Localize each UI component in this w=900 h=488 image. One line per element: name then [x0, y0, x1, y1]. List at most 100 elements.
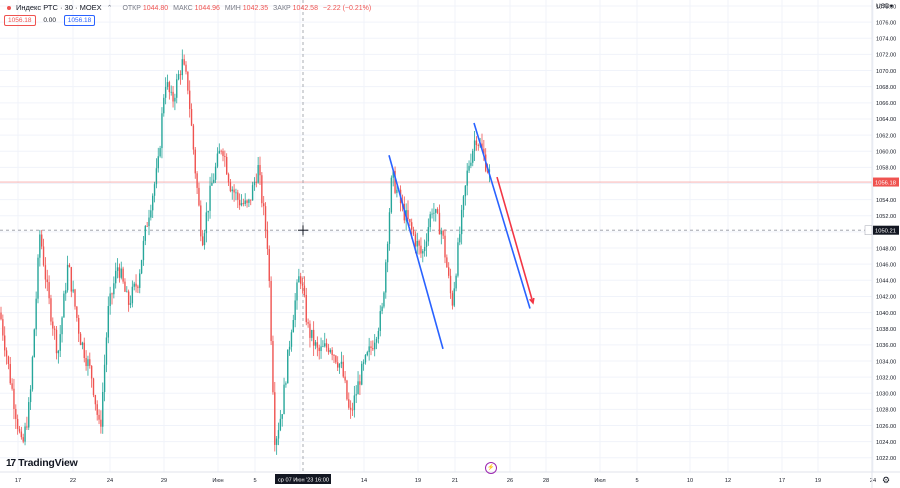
currency-selector[interactable]: USD▾: [876, 3, 893, 10]
high-label: МАКС: [173, 5, 193, 12]
candle-body: [183, 59, 185, 65]
event-marker-icon[interactable]: ⚡: [485, 462, 497, 474]
candle-body: [422, 251, 424, 254]
tradingview-mark-icon: 17: [6, 458, 16, 469]
x-tick-label: 26: [507, 478, 513, 484]
candle-body: [44, 265, 47, 280]
candle-body: [148, 217, 150, 227]
candle-body: [316, 342, 319, 348]
candle-body: [335, 355, 337, 363]
candle-body: [70, 267, 72, 292]
tradingview-logo[interactable]: 17 TradingView: [6, 457, 78, 469]
candle-body: [263, 203, 265, 207]
candle-body: [409, 219, 411, 223]
candle-body: [453, 288, 455, 306]
candle-body: [348, 399, 350, 408]
candle-body: [425, 241, 428, 247]
candle-body: [87, 359, 89, 367]
buy-button[interactable]: 1056.18: [63, 15, 96, 26]
y-tick-label: 1034.00: [876, 359, 896, 365]
candle-body: [246, 200, 248, 203]
x-tick-label: Июл: [594, 478, 605, 484]
candle-body: [442, 230, 444, 236]
candle-body: [346, 380, 348, 400]
candle-body: [361, 363, 363, 385]
candle-body: [296, 282, 298, 301]
candle-body: [9, 363, 11, 384]
candle-body: [96, 404, 98, 415]
candle-body: [211, 182, 213, 186]
candle-body: [20, 431, 23, 438]
candle-body: [357, 381, 359, 395]
candle-body: [364, 355, 367, 363]
candle-body: [412, 229, 415, 235]
toggle-icon[interactable]: ⌃: [106, 5, 113, 13]
x-tick-label: 21: [452, 478, 458, 484]
candle-body: [22, 437, 24, 442]
candle-body: [55, 329, 58, 354]
candle-body: [139, 273, 141, 288]
crosshair-add-icon: [864, 225, 873, 236]
candle-body: [133, 283, 135, 287]
candle-body: [220, 150, 222, 152]
candle-body: [298, 276, 300, 283]
x-tick-label: 29: [161, 478, 167, 484]
candle-body: [63, 293, 65, 318]
candle-body: [118, 267, 121, 278]
candle-body: [196, 173, 198, 188]
y-tick-label: 1070.00: [876, 69, 896, 75]
candle-body: [102, 392, 104, 427]
spread-value: 0.00: [43, 17, 56, 24]
candle-body: [105, 337, 108, 365]
candle-body: [179, 74, 182, 76]
settings-gear-icon[interactable]: ⚙: [881, 475, 891, 485]
candle-body: [159, 148, 161, 157]
candle-body: [166, 82, 169, 87]
candle-body: [468, 165, 470, 171]
candle-body: [92, 378, 95, 396]
candle-body: [48, 282, 50, 299]
candle-body: [285, 383, 287, 385]
candle-body: [164, 86, 167, 98]
candle-body: [26, 426, 28, 428]
red-arrow-head: [529, 297, 535, 305]
candle-body: [462, 196, 465, 210]
candle-body: [272, 341, 274, 393]
candle-body: [250, 199, 252, 201]
candle-body: [370, 346, 372, 349]
candle-body: [359, 381, 361, 385]
sell-button[interactable]: 1056.18: [4, 15, 36, 26]
candle-body: [185, 64, 187, 72]
candle-body: [227, 174, 230, 183]
candle-body: [170, 91, 172, 93]
candle-body: [18, 428, 21, 432]
candle-body: [214, 166, 217, 180]
x-tick-label: 24: [870, 478, 876, 484]
candle-body: [131, 286, 134, 304]
symbol-title[interactable]: Индекс РТС · 30 · MOEX: [15, 3, 102, 12]
y-tick-label: 1064.00: [876, 117, 896, 123]
y-tick-label: 1068.00: [876, 85, 896, 91]
candle-body: [333, 355, 335, 356]
candle-body: [320, 346, 322, 352]
open-value: 1044.80: [142, 5, 169, 12]
candle-body: [187, 71, 189, 91]
candle-body: [324, 343, 326, 347]
y-tick-label: 1038.00: [876, 327, 896, 333]
candle-body: [163, 97, 165, 114]
candle-body: [381, 306, 383, 312]
candle-body: [216, 153, 219, 167]
candle-body: [416, 240, 418, 247]
candle-body: [283, 384, 285, 415]
candle-body: [13, 388, 15, 410]
candle-body: [414, 234, 417, 247]
candle-body: [103, 364, 106, 393]
candle-body: [53, 328, 56, 330]
candle-body: [314, 342, 317, 346]
blue-line-1: [388, 155, 444, 350]
candle-body: [383, 292, 385, 307]
candle-body: [42, 246, 45, 266]
candle-body: [385, 262, 387, 293]
candle-body: [287, 349, 289, 384]
